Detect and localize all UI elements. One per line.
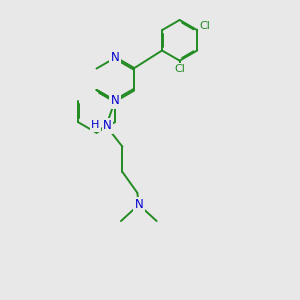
Text: Cl: Cl bbox=[174, 64, 185, 74]
Text: N: N bbox=[103, 119, 112, 132]
Text: N: N bbox=[111, 51, 119, 64]
Text: H: H bbox=[91, 120, 100, 130]
Text: Cl: Cl bbox=[199, 21, 210, 31]
Text: N: N bbox=[111, 94, 119, 107]
Text: N: N bbox=[134, 198, 143, 211]
